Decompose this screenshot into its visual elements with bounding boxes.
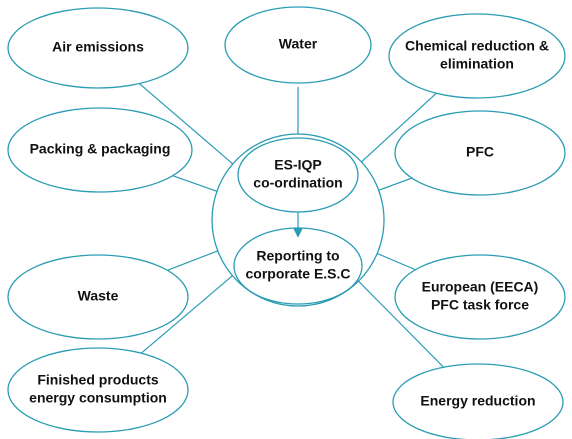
node-label: corporate E.S.C [245,266,350,282]
node-label: Finished products [37,372,159,388]
node-label: energy consumption [29,390,167,406]
link [132,275,233,361]
node-ellipse [7,107,193,193]
node-label: ES-IQP [274,157,321,173]
nodes: Air emissions Water Chemical reduction & el… [7,6,566,439]
node-ellipse [7,254,189,340]
node-label: Waste [78,288,119,304]
node-label: Energy reduction [420,393,535,409]
node-label: PFC task force [431,297,529,313]
node-label: European (EECA) [422,279,539,295]
node-label: co-ordination [253,175,342,191]
node-ellipse [394,110,566,196]
link [358,280,450,373]
node-ellipse [388,13,566,99]
node-ellipse [7,347,189,433]
node-label: Packing & packaging [30,141,171,157]
link [130,76,234,165]
node-ellipse [394,254,566,340]
node-label: elimination [440,56,514,72]
node-ellipse [7,7,189,89]
node-label: Chemical reduction & [405,38,549,54]
node-label: Water [279,36,318,52]
node-ellipse [224,6,372,84]
node-label: Reporting to [256,248,339,264]
center-text: ES-IQP co-ordination Reporting to corporate… [245,157,350,282]
node-label: Air emissions [52,39,144,55]
node-label: PFC [466,144,494,160]
node-ellipse [392,363,564,439]
link [361,86,444,163]
